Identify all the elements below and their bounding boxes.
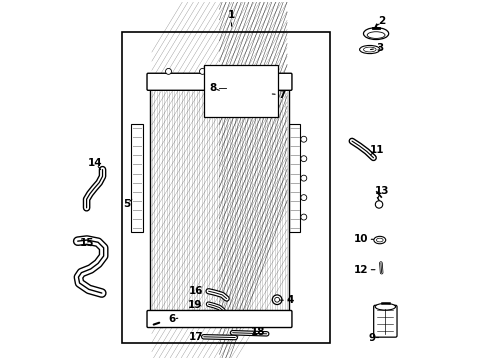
Bar (122, 32, 329, 343)
Circle shape (300, 156, 306, 162)
Text: 7: 7 (272, 90, 285, 100)
Text: 9: 9 (368, 333, 378, 342)
Ellipse shape (374, 303, 395, 310)
Circle shape (160, 322, 164, 326)
Circle shape (199, 68, 205, 75)
FancyBboxPatch shape (373, 305, 396, 337)
Text: 10: 10 (353, 234, 373, 244)
Circle shape (218, 86, 222, 90)
Text: 6: 6 (168, 314, 178, 324)
Text: 5: 5 (123, 199, 132, 209)
Circle shape (174, 316, 181, 322)
Circle shape (274, 297, 279, 302)
Text: 2: 2 (377, 15, 385, 26)
Ellipse shape (376, 238, 382, 242)
Circle shape (165, 68, 171, 75)
Text: 17: 17 (189, 332, 203, 342)
Ellipse shape (366, 32, 384, 39)
Circle shape (216, 316, 223, 322)
Circle shape (236, 316, 243, 322)
Circle shape (217, 317, 221, 321)
Text: 11: 11 (369, 145, 383, 156)
Text: 18: 18 (250, 327, 265, 337)
Circle shape (224, 98, 230, 103)
Text: 1: 1 (227, 10, 235, 26)
Circle shape (300, 214, 306, 220)
Circle shape (158, 320, 165, 328)
Circle shape (300, 136, 306, 142)
Circle shape (300, 175, 306, 181)
Circle shape (216, 84, 224, 93)
Text: 3: 3 (370, 43, 383, 53)
Circle shape (267, 68, 273, 75)
Circle shape (257, 316, 264, 322)
Circle shape (176, 317, 180, 321)
Ellipse shape (359, 45, 379, 54)
Ellipse shape (373, 237, 385, 244)
Bar (288, 125, 300, 232)
Circle shape (259, 317, 262, 321)
Bar (203, 65, 277, 117)
Circle shape (375, 201, 382, 208)
Text: 4: 4 (280, 296, 293, 306)
FancyBboxPatch shape (147, 73, 291, 90)
Circle shape (195, 316, 202, 322)
Circle shape (222, 95, 233, 106)
Ellipse shape (363, 47, 375, 52)
Bar (150, 89, 288, 312)
Circle shape (154, 316, 161, 322)
Circle shape (238, 317, 242, 321)
Circle shape (197, 317, 200, 321)
Circle shape (300, 195, 306, 201)
Text: 16: 16 (189, 286, 203, 296)
Text: 13: 13 (374, 186, 388, 198)
Circle shape (279, 317, 283, 321)
Circle shape (155, 317, 159, 321)
Circle shape (278, 316, 285, 322)
Circle shape (272, 295, 282, 305)
Text: 14: 14 (88, 158, 102, 170)
Circle shape (233, 68, 239, 75)
Bar (131, 125, 142, 232)
Text: 12: 12 (353, 265, 374, 275)
Text: 19: 19 (187, 300, 202, 310)
Text: 8: 8 (209, 83, 219, 93)
Bar (150, 89, 288, 312)
FancyBboxPatch shape (147, 310, 291, 328)
Ellipse shape (363, 28, 388, 40)
Text: 15: 15 (80, 238, 94, 248)
